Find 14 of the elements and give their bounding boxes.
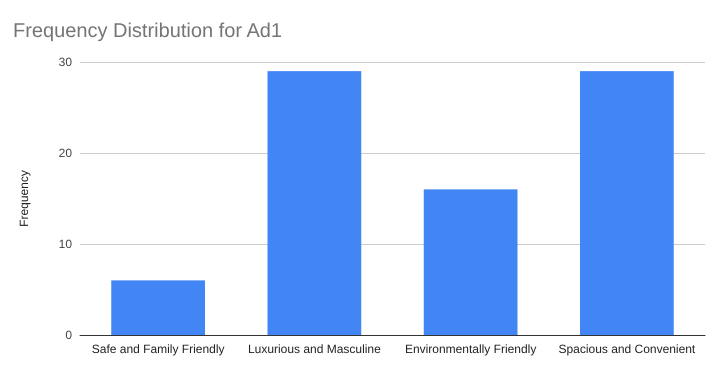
x-tick-label: Luxurious and Masculine bbox=[248, 342, 382, 356]
bar bbox=[268, 71, 362, 335]
y-tick-label: 10 bbox=[58, 237, 72, 251]
x-tick-label: Safe and Family Friendly bbox=[92, 342, 224, 356]
x-tick-label: Environmentally Friendly bbox=[404, 342, 536, 356]
bar bbox=[111, 280, 205, 335]
y-tick-label: 20 bbox=[58, 146, 72, 160]
bar bbox=[424, 189, 518, 335]
x-tick-label: Spacious and Convenient bbox=[558, 342, 696, 356]
y-tick-label: 0 bbox=[65, 328, 72, 342]
y-axis-title: Frequency bbox=[17, 170, 31, 227]
bar bbox=[580, 71, 674, 335]
chart-title: Frequency Distribution for Ad1 bbox=[13, 20, 282, 42]
y-tick-label: 30 bbox=[58, 55, 72, 69]
